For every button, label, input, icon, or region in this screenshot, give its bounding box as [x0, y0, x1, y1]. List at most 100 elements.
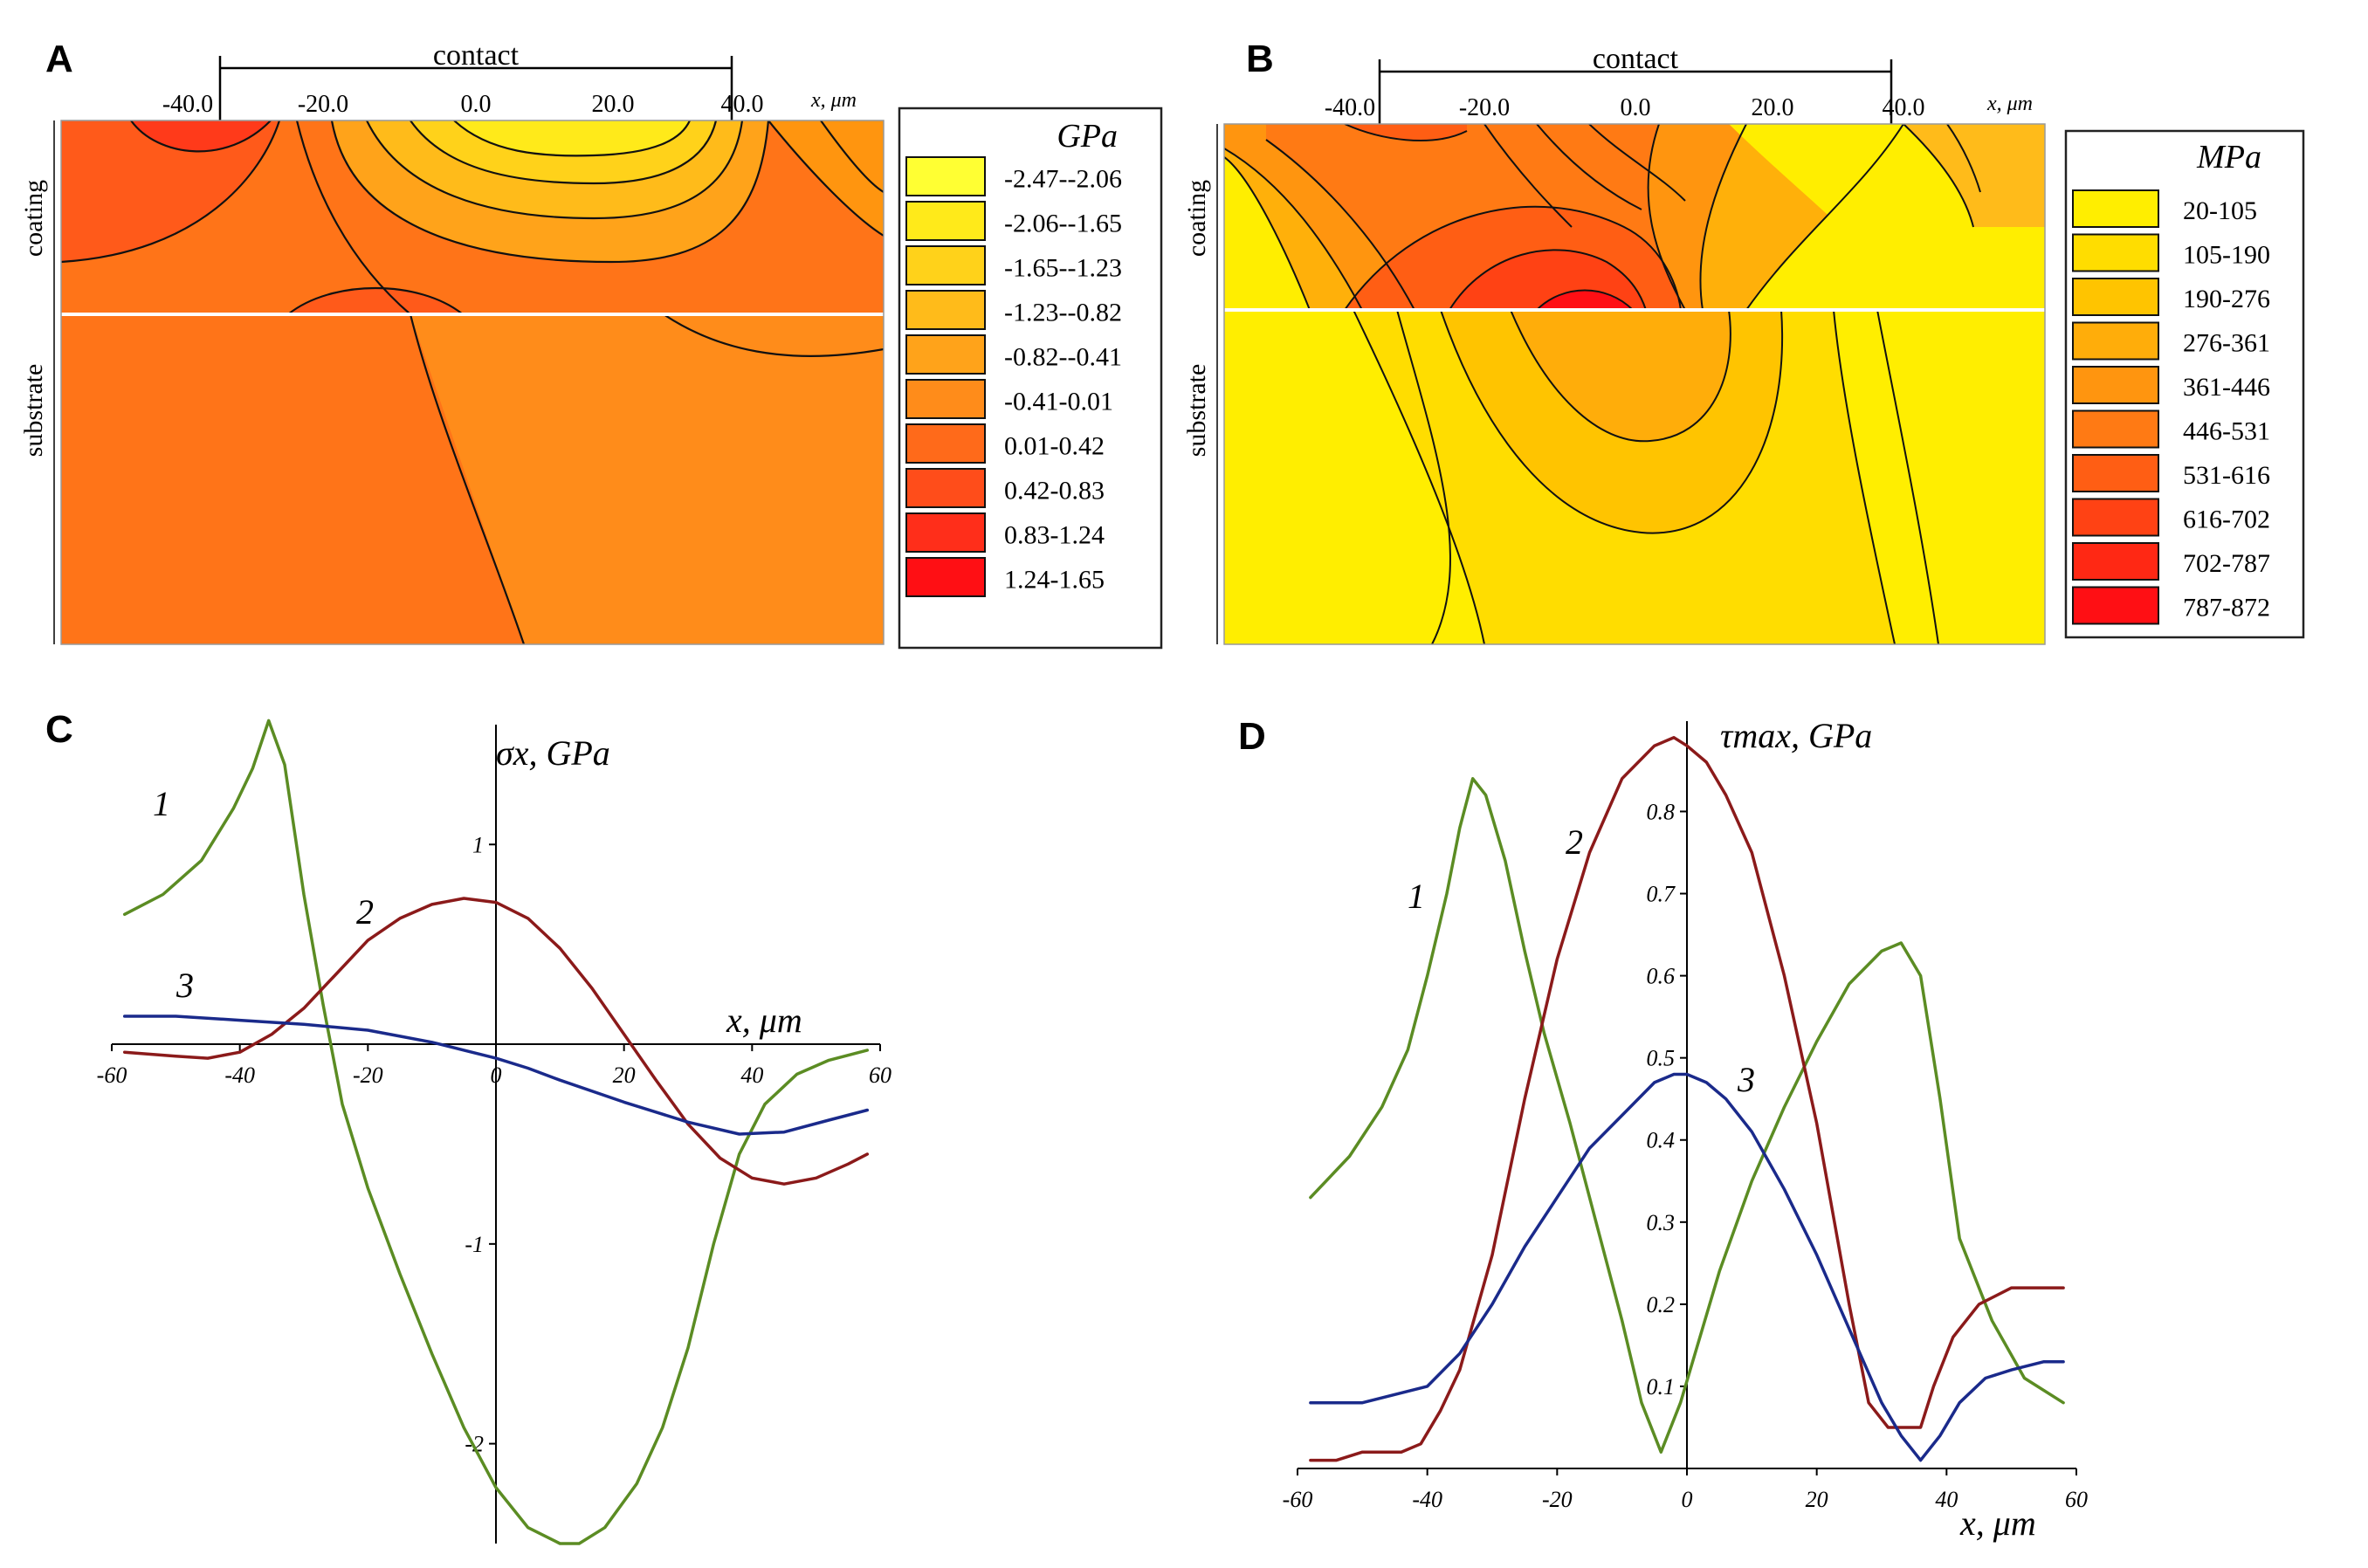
curve-label-c-3: 3	[176, 966, 194, 1005]
curve-label-d-3: 3	[1737, 1060, 1755, 1099]
chart-c-x-tick-0: -60	[97, 1063, 127, 1088]
legend-a-label-9: 1.24-1.65	[1004, 565, 1105, 594]
x-ticks-a: -40.0 -20.0 0.0 20.0 40.0	[162, 91, 764, 118]
contact-label-b: contact	[1593, 43, 1679, 75]
legend-entries-b: 20-105 105-190 190-276 276-361 361-446 446-53…	[2072, 189, 2270, 625]
panel-d: D -60 -40 -20 0 20 40 60 0.1 0.2 0.3 0.4 0.5 0.6 0.7 0…	[1238, 715, 2088, 1543]
chart-d-y-tick-4: 0.5	[1647, 1046, 1676, 1071]
legend-b-label-6: 531-616	[2183, 461, 2270, 490]
contact-bracket-a	[218, 56, 733, 120]
legend-a-swatch-4	[905, 334, 986, 375]
legend-a-swatch-0	[905, 156, 986, 196]
chart-d-y-tick-6: 0.7	[1647, 882, 1676, 907]
chart-d-y-tick-2: 0.3	[1647, 1210, 1676, 1235]
legend-a-swatch-9	[905, 557, 986, 597]
legend-a-swatch-5	[905, 379, 986, 419]
chart-c-series-3-line	[122, 1014, 870, 1136]
curve-label-d-2: 2	[1566, 822, 1583, 862]
panel-b-label: B	[1246, 38, 1274, 80]
legend-b-swatch-8	[2072, 542, 2159, 581]
chart-d-x-tick-2: -20	[1542, 1487, 1573, 1512]
chart-c-y-tick-0: 1	[472, 832, 484, 857]
legend-b-swatch-5	[2072, 409, 2159, 449]
chart-c-series-2-line	[122, 897, 870, 1186]
legend-a-label-3: -1.23--0.82	[1004, 298, 1122, 327]
chart-d-x-tick-6: 60	[2065, 1487, 2088, 1512]
panel-b: B contact -40.0 -20.0 0.0 20.0 40.0 x, μ…	[1182, 38, 2305, 645]
panel-c-label: C	[45, 708, 73, 751]
legend-title-b: MPa	[2196, 139, 2261, 175]
legend-entries-a: -2.47--2.06 -2.06--1.65 -1.65--1.23 -1.23--…	[905, 156, 1122, 597]
chart-c: -60 -40 -20 0 20 40 601-1-2	[97, 719, 891, 1545]
chart-c-series-1-line	[122, 719, 870, 1545]
tick-a-1: -20.0	[298, 91, 348, 118]
legend-a-label-1: -2.06--1.65	[1004, 209, 1122, 237]
legend-b: MPa 20-105 105-190 190-276 276-361 361-446 44…	[2064, 129, 2305, 639]
legend-b-label-0: 20-105	[2183, 196, 2257, 225]
legend-a-label-7: 0.42-0.83	[1004, 476, 1105, 505]
panel-d-label: D	[1238, 715, 1266, 758]
chart-d-series-1-line	[1309, 777, 2065, 1454]
panel-a-label: A	[45, 38, 73, 80]
legend-a-label-5: -0.41-0.01	[1004, 387, 1113, 416]
tick-b-3: 20.0	[1752, 94, 1794, 121]
layer-label-substrate-a: substrate	[19, 364, 48, 457]
legend-a-swatch-2	[905, 245, 986, 285]
contour-map-a	[61, 120, 884, 644]
chart-c-x-tick-1: -40	[224, 1063, 255, 1088]
x-unit-a: x, μm	[810, 89, 857, 112]
chart-c-x-tick-3: 0	[491, 1063, 502, 1088]
tick-b-0: -40.0	[1325, 94, 1375, 121]
legend-b-label-9: 787-872	[2183, 593, 2270, 622]
x-axis-title-d: x, μm	[1959, 1503, 2036, 1543]
y-axis-title-d: τmax, GPa	[1720, 716, 1872, 755]
chart-d: -60 -40 -20 0 20 40 60 0.1 0.2 0.3 0.4 0.5 0.6 0.7 0.8	[1283, 721, 2088, 1512]
panel-a: A contact -40.0 -20.0 0.0 20.0 40.0 x, μ…	[19, 38, 1163, 650]
legend-b-label-8: 702-787	[2183, 549, 2270, 578]
legend-b-swatch-3	[2072, 321, 2159, 361]
curve-label-c-1: 1	[153, 784, 170, 823]
legend-a: GPa -2.47--2.06 -2.06--1.65 -1.65--1.23 -1.…	[898, 107, 1163, 650]
chart-d-y-tick-5: 0.6	[1647, 964, 1676, 989]
legend-b-swatch-0	[2072, 189, 2159, 228]
curve-label-d-1: 1	[1408, 877, 1425, 916]
legend-b-label-1: 105-190	[2183, 240, 2270, 269]
legend-a-label-0: -2.47--2.06	[1004, 164, 1122, 193]
y-axis-title-c: σx, GPa	[496, 733, 610, 773]
legend-a-swatch-1	[905, 201, 986, 241]
chart-d-y-tick-7: 0.8	[1647, 799, 1676, 824]
chart-d-x-tick-1: -40	[1412, 1487, 1442, 1512]
chart-d-y-tick-0: 0.1	[1647, 1374, 1676, 1400]
chart-d-x-tick-4: 20	[1806, 1487, 1828, 1512]
contour-map-b	[1224, 124, 2045, 644]
map-frame-b	[1223, 123, 2046, 645]
chart-d-x-tick-0: -60	[1283, 1487, 1313, 1512]
legend-a-swatch-3	[905, 290, 986, 330]
legend-a-label-4: -0.82--0.41	[1004, 342, 1122, 371]
chart-c-y-tick-1: -1	[465, 1232, 484, 1257]
legend-a-label-2: -1.65--1.23	[1004, 253, 1122, 282]
chart-d-x-tick-3: 0	[1682, 1487, 1693, 1512]
legend-b-label-3: 276-361	[2183, 328, 2270, 357]
legend-b-label-7: 616-702	[2183, 505, 2270, 533]
tick-a-3: 20.0	[592, 91, 635, 118]
legend-b-label-2: 190-276	[2183, 285, 2270, 313]
chart-d-series-2-line	[1309, 736, 2065, 1462]
chart-c-x-tick-5: 40	[740, 1063, 763, 1088]
chart-d-series-3-line	[1309, 1072, 2065, 1462]
panel-c: C -60 -40 -20 0 20 40 601-1-2 σx, GPa x, μm 1 …	[45, 708, 891, 1545]
legend-b-label-4: 361-446	[2183, 373, 2270, 402]
legend-b-swatch-6	[2072, 454, 2159, 492]
tick-a-0: -40.0	[162, 91, 213, 118]
legend-a-swatch-6	[905, 423, 986, 464]
tick-b-4: 40.0	[1883, 94, 1925, 121]
tick-b-1: -20.0	[1459, 94, 1510, 121]
legend-a-label-6: 0.01-0.42	[1004, 431, 1105, 460]
chart-d-x-tick-5: 40	[1935, 1487, 1958, 1512]
contact-bracket-b	[1378, 59, 1893, 124]
x-ticks-b: -40.0 -20.0 0.0 20.0 40.0	[1325, 94, 1925, 121]
legend-a-swatch-7	[905, 468, 986, 508]
legend-b-swatch-1	[2072, 233, 2159, 272]
tick-b-2: 0.0	[1621, 94, 1651, 121]
